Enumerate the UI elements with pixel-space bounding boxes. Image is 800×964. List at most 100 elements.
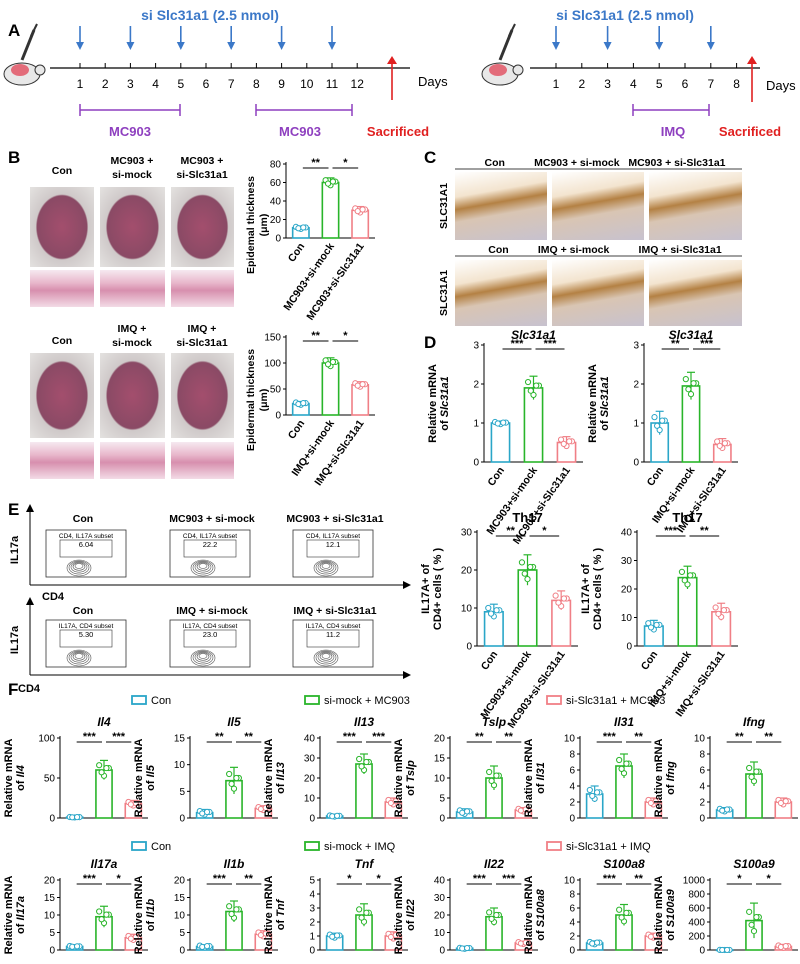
imq-group-label-mock-1: IMQ + (118, 323, 147, 335)
y-tick-label: 2 (633, 380, 639, 391)
flow-gate-value: 6.04 (79, 540, 94, 549)
y-tick-label: 0 (569, 814, 575, 825)
y-tick-label: 0 (569, 946, 575, 957)
ihc-row1-header: Con MC903 + si-mock MC903 + si-Slc31a1 (484, 157, 725, 169)
flow-contour (70, 651, 88, 663)
gene-title: Slc31a1 (669, 328, 714, 342)
gene-title: Il13 (354, 715, 374, 729)
flow-contour (192, 650, 214, 665)
y-tick-label: 0 (179, 946, 185, 957)
y-tick-label: 50 (44, 774, 56, 785)
sig-label: ** (634, 731, 643, 743)
data-point (748, 773, 755, 780)
data-point (333, 812, 341, 819)
imq-label: IMQ (661, 124, 686, 139)
data-point (560, 440, 567, 448)
injection-arrowhead (655, 42, 664, 50)
sacrificed-label-left: Sacrificed (367, 124, 429, 139)
day-label: 2 (578, 77, 585, 91)
day-label: 6 (203, 77, 210, 91)
y-tick-label: 6 (699, 766, 705, 777)
bar (321, 362, 340, 416)
gene-title: Il4 (97, 715, 111, 729)
y-tick-label: 2 (569, 798, 575, 809)
data-point (653, 422, 661, 429)
flow-contour (317, 651, 335, 663)
y-tick-label: 100 (264, 359, 281, 370)
y-axis-label: of Slc31a1 (599, 376, 611, 430)
data-point (746, 908, 753, 915)
imq-skin-photo-con (30, 353, 94, 438)
data-point (678, 568, 686, 576)
data-point (103, 764, 110, 772)
y-axis-label: IL17A+ of (580, 564, 592, 614)
data-point (98, 769, 105, 776)
data-point (748, 921, 755, 928)
flow-contour (315, 650, 337, 665)
flow-gate-value: 5.30 (79, 630, 94, 639)
data-point (616, 906, 623, 913)
flow-xlabel-1: CD4 (42, 591, 65, 603)
mc-he-si (171, 270, 234, 307)
flow-contour (319, 652, 333, 661)
day-label: 3 (604, 77, 611, 91)
panel-letter-e: E (8, 500, 19, 519)
y-tick-label: 10 (174, 760, 186, 771)
imq-group-label-si-2: si-Slc31a1 (176, 337, 228, 349)
data-point (363, 909, 370, 916)
sig-label: ** (764, 731, 773, 743)
b1-ylabel-1: Epidemal thickness (245, 176, 257, 274)
injection-arrowhead (328, 42, 336, 50)
ihc-mc-si (649, 172, 742, 240)
chart-title: Th17 (672, 510, 702, 525)
sig-label: *** (544, 338, 558, 350)
y-axis-label: of Tnf (275, 898, 287, 930)
y-tick-label: 5 (439, 794, 445, 805)
y-tick-label: 3 (309, 904, 315, 915)
left-timeline: 1 2 3 4 5 6 7 8 9 10 11 12 (76, 26, 364, 91)
flow-gate-name: CD4, IL17A subset (306, 533, 360, 540)
y-tick-label: 60 (270, 178, 282, 189)
mc-group-label-mock-2: si-mock (112, 169, 152, 181)
y-tick-label: 0 (439, 814, 445, 825)
data-point (524, 378, 532, 386)
y-tick-label: 15 (434, 754, 446, 765)
y-axis-label: Relative mRNA (523, 739, 535, 818)
mc-he-mock (100, 270, 165, 307)
sig-label: *** (83, 731, 97, 743)
flow-ylabel-2: IL17a (9, 625, 21, 654)
flow-imq-title-mock: IMQ + si-mock (176, 605, 248, 617)
data-point (522, 806, 529, 813)
ihc-row2-label: SLC31A1 (438, 270, 450, 316)
data-point (586, 786, 593, 794)
y-tick-label: 1 (473, 419, 479, 430)
y-tick-label: 1000 (683, 876, 706, 887)
data-point (681, 577, 688, 584)
day-label: 1 (77, 77, 84, 91)
data-point (363, 758, 370, 766)
ihc-imq-mock (552, 260, 644, 326)
data-point (652, 932, 659, 939)
flow-gate-name: IL17A, CD4 subset (183, 623, 238, 630)
y-tick-label: 4 (569, 782, 575, 793)
category-label: Con (639, 649, 661, 673)
imq-skin-photo-mock (100, 353, 165, 438)
y-tick-label: 2 (569, 932, 575, 943)
gene-title: S100a9 (733, 857, 775, 871)
data-point (652, 798, 659, 805)
mc-group-label-con: Con (52, 165, 72, 177)
y-tick-label: 20 (434, 734, 446, 745)
data-point (226, 903, 233, 910)
flow-contour (321, 563, 331, 569)
y-axis-label: IL17A+ of (420, 564, 432, 614)
sig-label: *** (700, 338, 714, 350)
imq-group-label-si-1: IMQ + (188, 323, 217, 335)
flow-contour (321, 653, 331, 659)
y-tick-label: 0 (275, 234, 281, 245)
imq-he-si (171, 442, 234, 479)
